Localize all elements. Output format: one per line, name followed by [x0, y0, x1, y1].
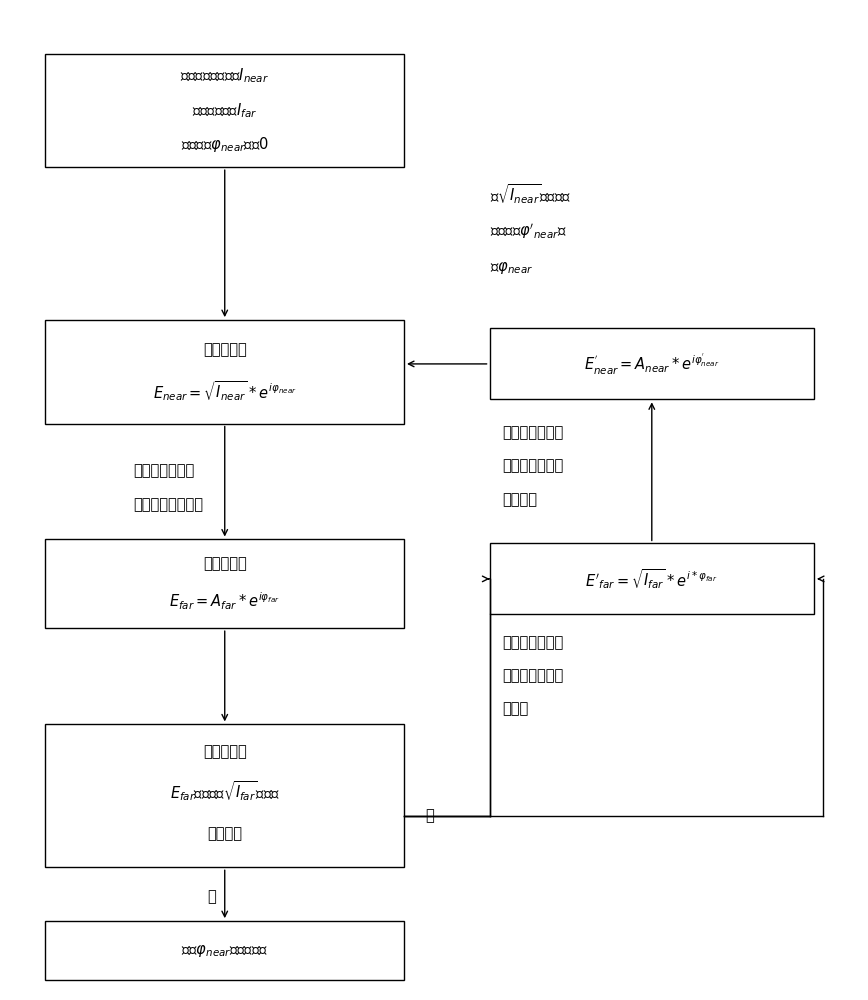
Text: $E'_{far}=\sqrt{I_{far}}*e^{i*\varphi_{far}}$: $E'_{far}=\sqrt{I_{far}}*e^{i*\varphi_{f…	[586, 567, 718, 591]
Bar	[490, 328, 814, 399]
Text: 计算逆向衍射场: 计算逆向衍射场	[503, 425, 563, 440]
Bar	[45, 54, 404, 167]
Text: 远场光斑强度$I_{far}$: 远场光斑强度$I_{far}$	[192, 101, 257, 120]
Text: 远场复振幅: 远场复振幅	[203, 557, 247, 572]
Text: 以实际远场光斑: 以实际远场光斑	[503, 635, 563, 650]
Bar	[45, 724, 404, 867]
Bar	[45, 539, 404, 628]
Text: 以$\sqrt{I_{near}}$代替振幅: 以$\sqrt{I_{near}}$代替振幅	[490, 182, 570, 206]
Bar	[490, 543, 814, 614]
Text: 涅耳波带片，求得: 涅耳波带片，求得	[134, 497, 203, 512]
Text: 光强分布代替振: 光强分布代替振	[503, 668, 563, 683]
Text: $E_{far}=A_{far}*e^{i\varphi_{far}}$: $E_{far}=A_{far}*e^{i\varphi_{far}}$	[169, 591, 280, 612]
Bar	[45, 921, 404, 980]
Text: 判断计算的: 判断计算的	[203, 744, 247, 759]
Text: 幅分布: 幅分布	[503, 702, 529, 717]
Text: 波复振幅: 波复振幅	[503, 493, 537, 508]
Text: 分布，用$\varphi'_{near}$更: 分布，用$\varphi'_{near}$更	[490, 221, 566, 241]
Text: 新$\varphi_{near}$: 新$\varphi_{near}$	[490, 260, 533, 276]
Text: 输出$\varphi_{near}$结果，结束: 输出$\varphi_{near}$结果，结束	[181, 943, 268, 959]
Bar	[45, 320, 404, 424]
Text: 否: 否	[425, 808, 434, 823]
Text: 初始相位$\varphi_{near}$设为0: 初始相位$\varphi_{near}$设为0	[181, 135, 269, 154]
Text: $E_{near}=\sqrt{I_{near}}*e^{i\varphi_{near}}$: $E_{near}=\sqrt{I_{near}}*e^{i\varphi_{n…	[153, 380, 297, 403]
Text: $E_{far}$与实际的$\sqrt{I_{far}}$是否足: $E_{far}$与实际的$\sqrt{I_{far}}$是否足	[170, 779, 279, 803]
Text: 至成像透镜前光: 至成像透镜前光	[503, 458, 563, 473]
Text: 够接近？: 够接近？	[207, 826, 242, 841]
Text: 是: 是	[207, 889, 216, 904]
Text: 通过混合焦距菲: 通过混合焦距菲	[134, 463, 194, 478]
Text: 已知近场强度分布$I_{near}$: 已知近场强度分布$I_{near}$	[181, 67, 269, 85]
Text: 近场复振幅: 近场复振幅	[203, 343, 247, 358]
Text: $E^{'}_{near}=A_{near}*e^{i\varphi^{'}_{near}}$: $E^{'}_{near}=A_{near}*e^{i\varphi^{'}_{…	[584, 351, 720, 377]
